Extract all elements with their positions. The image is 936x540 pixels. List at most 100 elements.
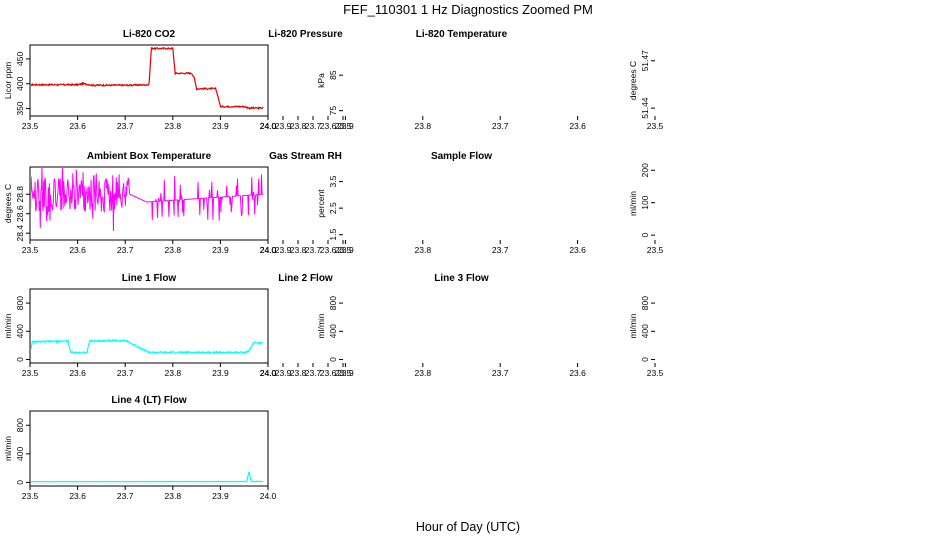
x-tick-label: 23.6 [69,368,86,378]
x-tick-label: 23.9 [337,121,354,131]
x-tick-label: 23.6 [320,121,337,131]
plot-frame [29,166,269,241]
series-line [270,48,344,115]
y-tick-label: 28.8 [15,186,25,203]
x-tick-label: 23.6 [569,245,586,255]
x-tick-label: 23.8 [415,245,432,255]
y-tick-label: 400 [640,324,650,338]
x-tick-label: 23.9 [337,245,354,255]
y-tick-label: 51.47 [640,50,650,72]
x-tick-label: 23.9 [212,368,229,378]
panel-7: Line 2 Flow23.523.623.723.823.924.004008… [260,273,352,378]
x-tick-label: 23.6 [320,245,337,255]
plot-area [31,46,264,111]
x-tick-label: 23.9 [275,121,292,131]
x-tick-label: 24.0 [260,121,277,131]
y-axis-label: ml/min [316,313,326,338]
x-tick-label: 23.7 [492,245,509,255]
y-tick-label: 400 [15,324,25,338]
x-tick-label: 24.0 [260,368,277,378]
plot-area [31,168,264,232]
x-tick-label: 23.8 [290,245,307,255]
y-tick-label: 1.5 [328,229,338,241]
x-tick-label: 23.6 [320,368,337,378]
panel-9: Line 4 (LT) Flow 23.5 23.6 23.7 23.8 23.9 24.0… [3,395,277,501]
y-axis-label: ml/min [3,436,13,461]
x-tick-label: 23.7 [305,121,322,131]
panel-title: Line 2 Flow [278,273,333,284]
x-tick-label: 24.0 [260,491,277,501]
y-tick-label: 28.4 [15,225,25,242]
y-tick-label: 0 [15,480,25,485]
x-tick-label: 23.5 [22,245,39,255]
y-tick-label: 85 [328,70,338,80]
x-tick-label: 23.6 [69,491,86,501]
y-tick-label: 0 [640,357,650,362]
x-tick-label: 24.0 [260,121,277,131]
panel-title: Gas Stream RH [269,151,342,162]
panel-title: Li-820 Pressure [268,29,343,40]
y-tick-label: 450 [15,52,25,66]
series-line [31,471,264,483]
x-tick-label: 23.7 [492,121,509,131]
x-tick-label: 23.7 [117,491,134,501]
y-axis-label: kPa [316,73,326,88]
x-tick-label: 23.5 [335,368,352,378]
x-tick-label: 23.5 [22,121,39,131]
series-line [31,168,264,232]
y-axis-label: degrees C [628,61,638,100]
panel-title: Line 1 Flow [122,273,177,284]
series-line [31,338,264,355]
y-axis-label: ml/min [628,313,638,338]
y-axis-label: ml/min [3,313,13,338]
x-tick-label: 23.5 [22,491,39,501]
panel-title: Li-820 Temperature [416,29,508,40]
x-tick-label: 23.8 [165,245,182,255]
y-tick-label: 28.6 [15,205,25,222]
panel-8: Line 3 Flow23.523.623.723.823.924.004008… [260,273,664,378]
x-tick-label: 23.9 [212,491,229,501]
panel-title: Sample Flow [431,151,492,162]
figure-title: FEF_110301 1 Hz Diagnostics Zoomed PM [343,2,593,17]
panel-title: Line 4 (LT) Flow [111,395,187,406]
series-line [31,46,264,111]
x-tick-label: 23.8 [415,121,432,131]
panel-3: Ambient Box Temperature 23.5 23.6 23.7 23.8 2… [3,151,277,255]
y-axis-label: ml/min [628,191,638,216]
x-tick-label: 23.8 [415,368,432,378]
y-tick-label: 0 [328,357,338,362]
y-tick-label: 400 [15,446,25,460]
x-tick-label: 24.0 [260,245,277,255]
x-tick-label: 23.8 [290,368,307,378]
y-tick-label: 0 [15,357,25,362]
panel-2: Li-820 Temperature23.523.623.723.823.924… [260,29,664,131]
x-tick-label: 23.5 [335,121,352,131]
x-tick-label: 23.5 [647,368,664,378]
x-tick-label: 23.5 [647,121,664,131]
y-axis-label: degrees C [3,184,13,223]
panel-4: Gas Stream RH23.523.623.723.823.924.01.5… [260,151,352,255]
x-tick-label: 23.9 [275,368,292,378]
x-tick-label: 23.7 [117,121,134,131]
y-axis-label: Licor ppm [3,62,13,99]
x-tick-label: 23.5 [22,368,39,378]
y-tick-label: 800 [15,296,25,310]
x-tick-label: 23.8 [165,491,182,501]
x-tick-label: 23.6 [569,121,586,131]
x-tick-label: 23.7 [305,368,322,378]
x-tick-label: 23.5 [647,245,664,255]
panel-title: Li-820 CO2 [123,29,176,40]
y-tick-label: 400 [15,76,25,90]
x-tick-label: 23.9 [337,368,354,378]
panel-5: Sample Flow23.523.623.723.823.924.001002… [260,151,664,255]
plot-frame [29,288,269,364]
x-tick-label: 24.0 [260,368,277,378]
panel-0: Li-820 CO2 23.5 23.6 23.7 23.8 23.9 24.0 350 400… [3,29,277,131]
plot-area [31,471,264,483]
panel-6: Line 1 Flow 23.5 23.6 23.7 23.8 23.9 24.0 0 400 8… [3,273,277,378]
x-tick-label: 23.6 [69,245,86,255]
plot-area [270,48,344,115]
x-tick-label: 23.9 [212,121,229,131]
y-tick-label: 3.5 [328,175,338,187]
